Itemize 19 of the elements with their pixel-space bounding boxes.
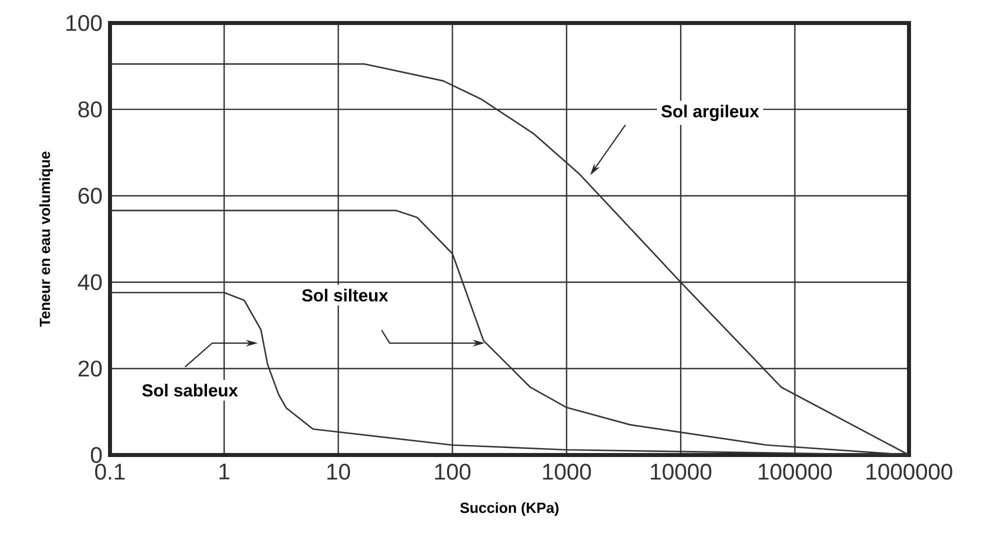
x-tick-label: 10: [327, 464, 350, 480]
y-axis-title: Teneur en eau volumique: [39, 152, 53, 327]
x-tick-label: 0.1: [95, 464, 125, 480]
x-tick-label: 1: [220, 464, 230, 480]
y-tick-label: 100: [66, 14, 102, 32]
y-tick-label: 80: [78, 101, 102, 118]
y-tick-label: 60: [78, 188, 102, 204]
x-axis-title: Succion (KPa): [460, 502, 558, 516]
x-tick-label: 10000: [650, 464, 712, 480]
x-tick-label: 1000000: [866, 464, 952, 480]
x-tick-label: 1000: [543, 464, 591, 480]
x-tick-label: 100000: [758, 464, 832, 480]
annotation: Sol argileux: [661, 104, 760, 121]
x-tick-label: 100: [435, 464, 470, 480]
y-tick-label: 0: [90, 446, 102, 464]
annotation: Sol sableux: [142, 384, 238, 397]
annotation: Sol silteux: [302, 288, 388, 302]
y-tick-label: 40: [78, 274, 102, 290]
y-tick-label: 20: [78, 360, 102, 377]
